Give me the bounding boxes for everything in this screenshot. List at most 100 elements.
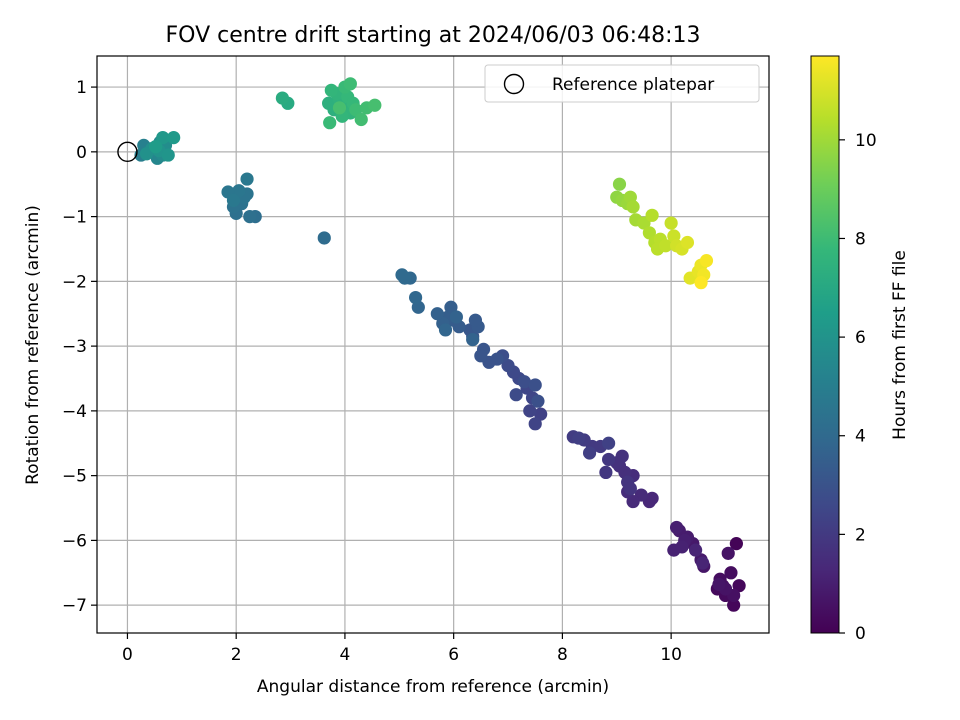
data-point [139,147,154,161]
data-point [317,231,331,245]
y-tick-label: −2 [62,272,87,292]
data-point [696,556,710,570]
x-axis-label: Angular distance from reference (arcmin) [257,677,609,697]
data-point [275,91,289,105]
data-point [727,598,741,612]
data-point [149,140,163,154]
data-point [226,193,241,208]
data-point [409,290,423,305]
colorbar-tick-label: 4 [855,427,866,447]
data-point [675,540,689,554]
y-axis-ticks: 1 0 −1 −2 −3 −4 −5 −6 −7 [62,78,97,616]
data-point [680,235,695,250]
data-point [395,268,409,282]
plot-area-frame [96,55,770,634]
data-point [572,431,586,445]
data-point [732,579,746,593]
colorbar: 0 2 4 6 8 10 Hours from first FF file [810,55,910,644]
data-point [468,313,483,327]
legend: Reference platepar [484,64,760,103]
data-point [332,101,347,115]
x-tick-label: 8 [557,645,568,665]
data-point [626,494,640,509]
colorbar-tick-label: 8 [855,229,866,249]
data-point [623,481,637,496]
data-point [531,394,545,408]
x-tick-label: 2 [231,645,242,665]
data-point [430,307,444,321]
y-tick-label: −3 [62,337,87,357]
y-tick-label: 0 [76,143,87,163]
data-point [523,404,537,418]
data-point [659,239,673,253]
y-tick-label: −4 [62,402,87,422]
x-tick-label: 4 [340,645,351,665]
data-point [501,358,515,373]
data-point [642,226,656,240]
colorbar-tick-label: 2 [855,525,866,545]
data-point [669,520,684,535]
data-point [699,254,714,268]
reference-platepar-marker [117,141,138,163]
x-tick-label: 0 [122,645,133,665]
legend-entry-reference-platepar: Reference platepar [552,75,714,95]
colorbar-gradient [810,55,840,634]
data-point [612,177,627,191]
y-axis-label: Rotation from reference (arcmin) [23,205,43,485]
data-point [167,130,181,145]
data-point [729,537,743,551]
data-point [712,577,726,592]
legend-marker-icon [503,73,525,95]
data-point [156,130,170,145]
data-point [602,452,616,467]
data-point [349,103,363,117]
data-point [637,216,651,230]
data-point [694,276,708,290]
data-point [324,83,338,97]
data-point [438,323,453,337]
y-tick-label: −7 [62,596,87,616]
x-axis-ticks: 0 2 4 6 8 10 [122,633,682,665]
data-point [664,216,678,230]
x-tick-label: 10 [660,645,682,665]
data-point [240,172,254,186]
colorbar-tick-label: 0 [855,624,866,644]
data-point [689,543,703,557]
data-point [626,200,640,214]
data-point [466,333,480,347]
data-point [582,446,597,460]
data-point [599,465,613,479]
colorbar-ticks: 0 2 4 6 8 10 [839,131,877,644]
grid-lines [97,56,769,633]
x-tick-label: 6 [448,645,459,665]
chart-title: FOV centre drift starting at 2024/06/03 … [166,23,701,48]
data-point [474,349,488,363]
data-point [509,388,523,402]
data-point [517,375,531,389]
data-point [528,378,542,392]
data-point [354,112,368,127]
data-point [602,436,616,450]
data-point [534,407,548,421]
y-tick-label: −1 [62,208,87,228]
data-point [444,300,458,314]
data-point [343,77,357,91]
data-point [323,116,337,130]
data-point [724,566,738,580]
legend-box [484,64,760,103]
data-point [232,184,246,198]
colorbar-label: Hours from first FF file [890,250,910,440]
data-point [161,148,175,162]
y-tick-label: 1 [76,78,87,98]
y-tick-label: −5 [62,467,87,487]
data-points [134,77,746,612]
colorbar-tick-label: 10 [855,131,877,151]
data-point [721,546,735,560]
data-point [645,208,659,222]
data-point [449,310,463,324]
data-point [243,210,257,224]
data-point [528,417,542,431]
y-tick-label: −6 [62,531,87,551]
colorbar-tick-label: 6 [855,328,866,348]
data-point [368,98,382,112]
